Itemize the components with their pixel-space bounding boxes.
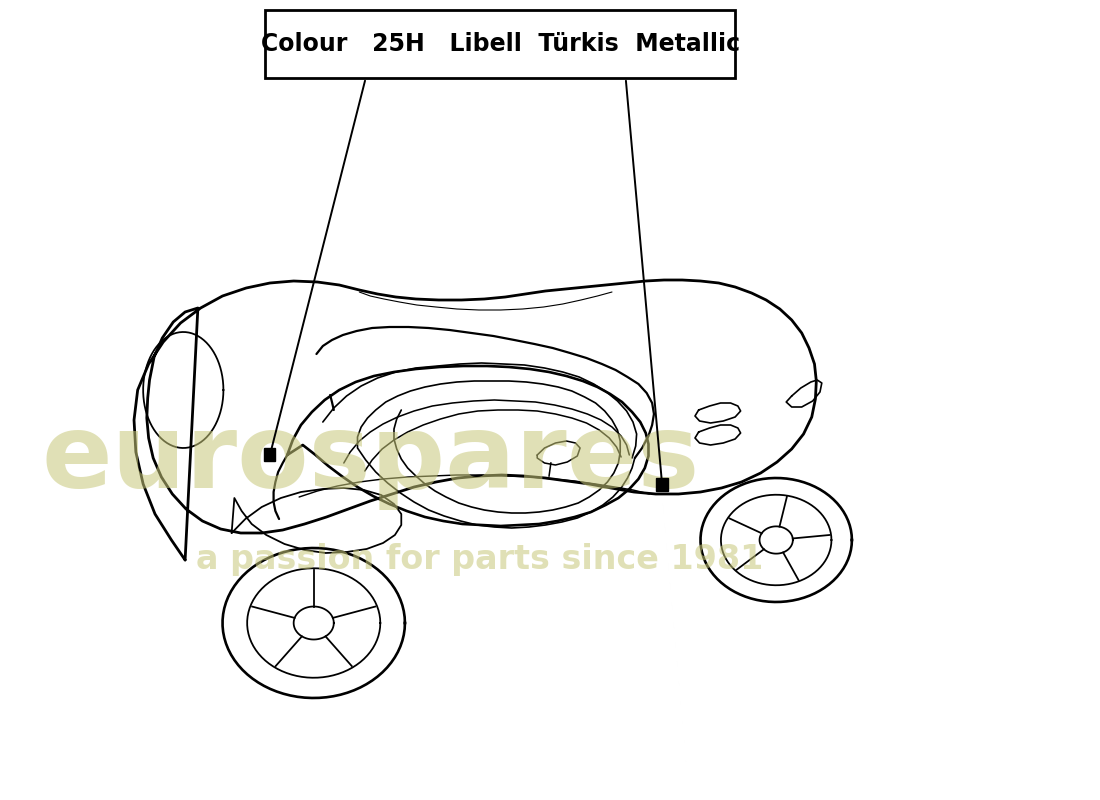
Polygon shape: [264, 448, 275, 461]
Text: Colour   25H   Libell  Türkis  Metallic: Colour 25H Libell Türkis Metallic: [261, 32, 740, 56]
Text: a passion for parts since 1981: a passion for parts since 1981: [196, 543, 763, 577]
Text: eurospares: eurospares: [41, 410, 700, 510]
Polygon shape: [265, 10, 735, 78]
Polygon shape: [656, 478, 668, 491]
